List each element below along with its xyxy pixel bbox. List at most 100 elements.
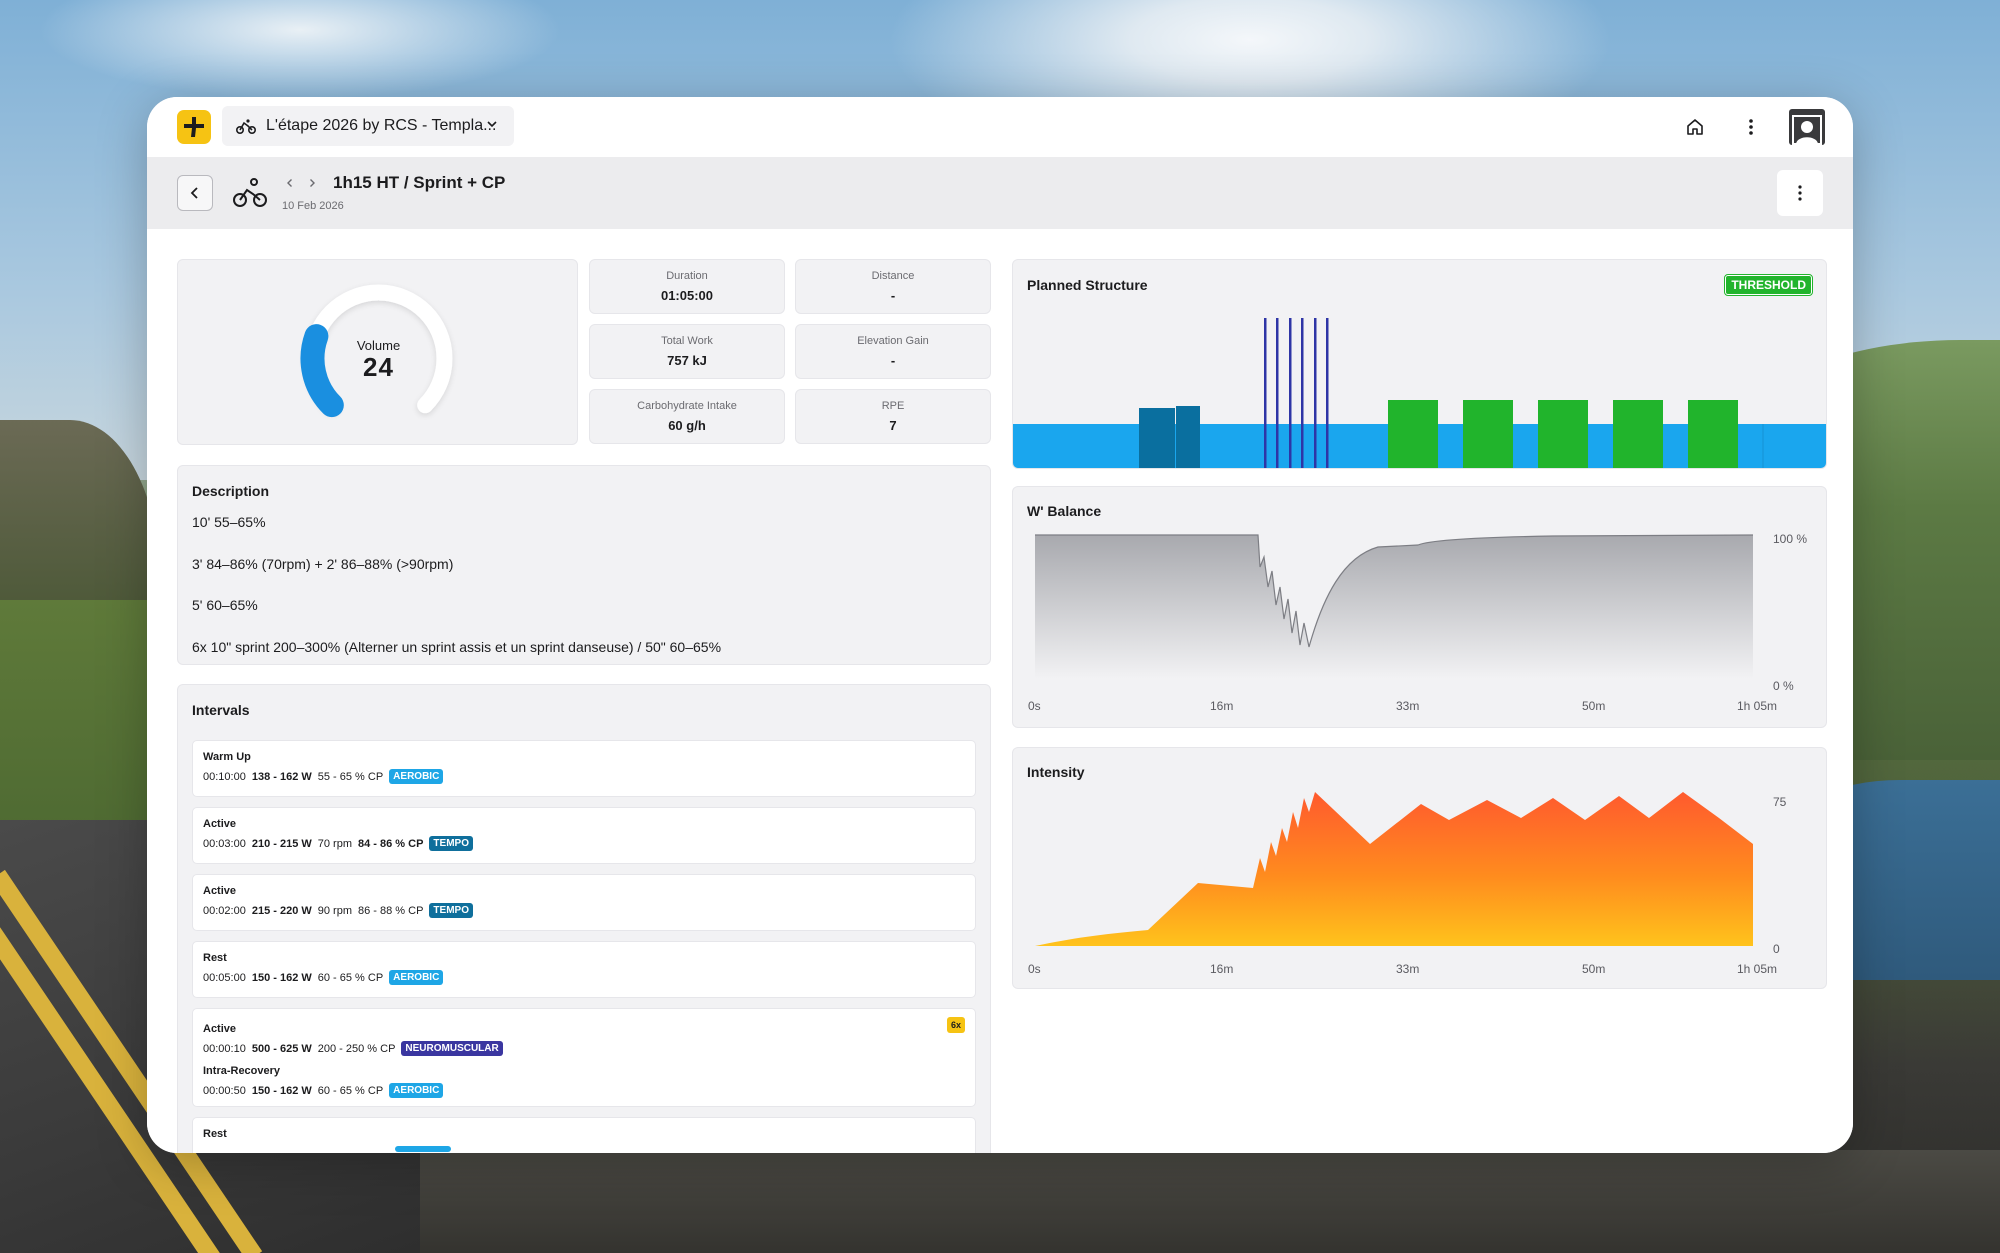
description-line: 5' 60–65% [192,597,258,613]
user-avatar[interactable] [1789,109,1825,145]
interval-cadence: 90 rpm [317,904,352,917]
intensity-y-top: 75 [1773,795,1787,809]
stat-value: 60 g/h [668,418,706,433]
zone-tag: AEROBIC [389,970,444,985]
wbalance-y-bottom: 0 % [1773,679,1794,693]
interval-name: Active [203,1023,237,1035]
planned-structure-card: Planned Structure THRESHOLD [1012,259,1827,469]
next-workout-button[interactable] [304,175,320,191]
repeat-count-badge: 6x [947,1017,965,1033]
stat-value: - [890,353,896,368]
interval-item[interactable]: Warm Up 00:10:00 138 - 162 W 55 - 65 % C… [192,740,976,797]
intensity-chart [1035,792,1753,946]
home-button[interactable] [1677,109,1713,145]
home-icon [1687,119,1703,135]
interval-cadence: 70 rpm [317,837,352,850]
x-tick-label: 50m [1582,699,1606,713]
x-tick-label: 0s [1028,699,1041,713]
background-ground [420,1150,2000,1253]
interval-power: 150 - 162 W [251,1084,312,1097]
interval-duration: 00:05:00 [203,971,246,984]
structure-block-sprint [1264,318,1267,468]
previous-workout-button[interactable] [282,175,298,191]
structure-block-threshold [1388,400,1438,468]
interval-item[interactable]: Rest [192,1117,976,1153]
workout-date: 10 Feb 2026 [282,200,344,212]
description-line: 3' 84–86% (70rpm) + 2' 86–88% (>90rpm) [192,556,454,572]
wbalance-card: W' Balance 100 % 0 % 0s 16m 33m 50m 1h 0… [1012,486,1827,728]
cycling-icon [233,178,267,207]
threshold-tag: THRESHOLD [1724,274,1813,296]
chevron-down-icon [487,121,497,128]
intensity-card: Intensity 75 0 0s 16m 33m 50m 1h 05m [1012,747,1827,989]
interval-duration: 00:10:00 [203,770,246,783]
volume-gauge [300,284,453,418]
structure-block-threshold [1538,400,1588,468]
stat-total-work: Total Work 757 kJ [589,324,785,379]
structure-block-tempo [1139,408,1175,468]
x-tick-label: 33m [1396,962,1420,976]
wbalance-y-top: 100 % [1773,532,1808,546]
chevron-left-icon [190,187,198,199]
stat-label: Duration [666,270,708,282]
structure-block-sprint [1301,318,1304,468]
volume-card: Volume 24 [177,259,578,445]
intensity-y-bottom: 0 [1773,942,1780,956]
description-line: 10' 55–65% [192,514,266,530]
wbalance-area [1035,535,1753,679]
logo-icon [184,117,204,137]
workout-title: 1h15 HT / Sprint + CP [333,173,506,192]
volume-value: 24 [363,352,394,382]
stat-value: 7 [889,418,897,433]
structure-block-sprint [1289,318,1292,468]
intervals-card[interactable]: Intervals Warm Up 00:10:00 138 - 162 W 5… [177,684,991,1153]
stat-carbohydrate-intake: Carbohydrate Intake 60 g/h [589,389,785,444]
app-logo[interactable] [177,110,211,144]
interval-duration: 00:02:00 [203,904,246,917]
description-card[interactable]: Description 10' 55–65% 3' 84–86% (70rpm)… [177,465,991,665]
stat-value: 01:05:00 [660,288,714,303]
more-menu-button[interactable] [1733,109,1769,145]
interval-power: 210 - 215 W [251,837,312,850]
plan-selector[interactable]: L'étape 2026 by RCS - Templa... [222,106,514,146]
interval-name: Rest [203,1128,227,1140]
intensity-area [1035,792,1753,946]
wbalance-chart [1035,534,1754,679]
x-tick-label: 50m [1582,962,1606,976]
interval-duration: 00:00:10 [203,1042,246,1055]
more-vertical-icon [1749,119,1753,135]
zone-tag: TEMPO [429,836,473,851]
intensity-title: Intensity [1027,764,1085,780]
interval-name: Active [203,818,237,830]
structure-block-sprint [1276,318,1279,468]
zone-tag: NEUROMUSCULAR [401,1041,503,1056]
interval-power: 138 - 162 W [251,770,312,783]
interval-name: Rest [203,952,227,964]
back-button[interactable] [177,175,213,211]
top-bar: L'étape 2026 by RCS - Templa... [147,97,1853,157]
description-line: 6x 10" sprint 200–300% (Alterner un spri… [192,639,722,655]
interval-repeat-block[interactable]: 6x Active 00:00:10 500 - 625 W 200 - 250… [192,1008,976,1107]
interval-item[interactable]: Active 00:03:00 210 - 215 W 70 rpm 84 - … [192,807,976,864]
chevron-right-icon [310,179,315,187]
plan-selector-label: L'étape 2026 by RCS - Templa... [266,117,497,134]
interval-power: 215 - 220 W [251,904,312,917]
workout-more-button[interactable] [1777,170,1823,216]
interval-cp: 55 - 65 % CP [317,770,384,783]
interval-item[interactable]: Rest 00:05:00 150 - 162 W 60 - 65 % CP A… [192,941,976,998]
x-tick-label: 16m [1210,699,1234,713]
structure-block-threshold [1613,400,1663,468]
chevron-left-icon [287,179,292,187]
stat-duration: Duration 01:05:00 [589,259,785,314]
workout-header: 1h15 HT / Sprint + CP 10 Feb 2026 [147,157,1853,229]
stat-label: Total Work [661,335,713,347]
interval-name: Active [203,885,237,897]
workout-content: Volume 24 Duration 01:05:00 Distance - T… [147,229,1853,1153]
interval-item[interactable]: Active 00:02:00 215 - 220 W 90 rpm 86 - … [192,874,976,931]
x-tick-label: 0s [1028,962,1041,976]
stat-label: Elevation Gain [857,335,929,347]
interval-cp: 60 - 65 % CP [317,971,384,984]
stat-label: RPE [881,400,905,412]
cycling-icon [236,119,256,134]
interval-name: Intra-Recovery [203,1065,281,1077]
